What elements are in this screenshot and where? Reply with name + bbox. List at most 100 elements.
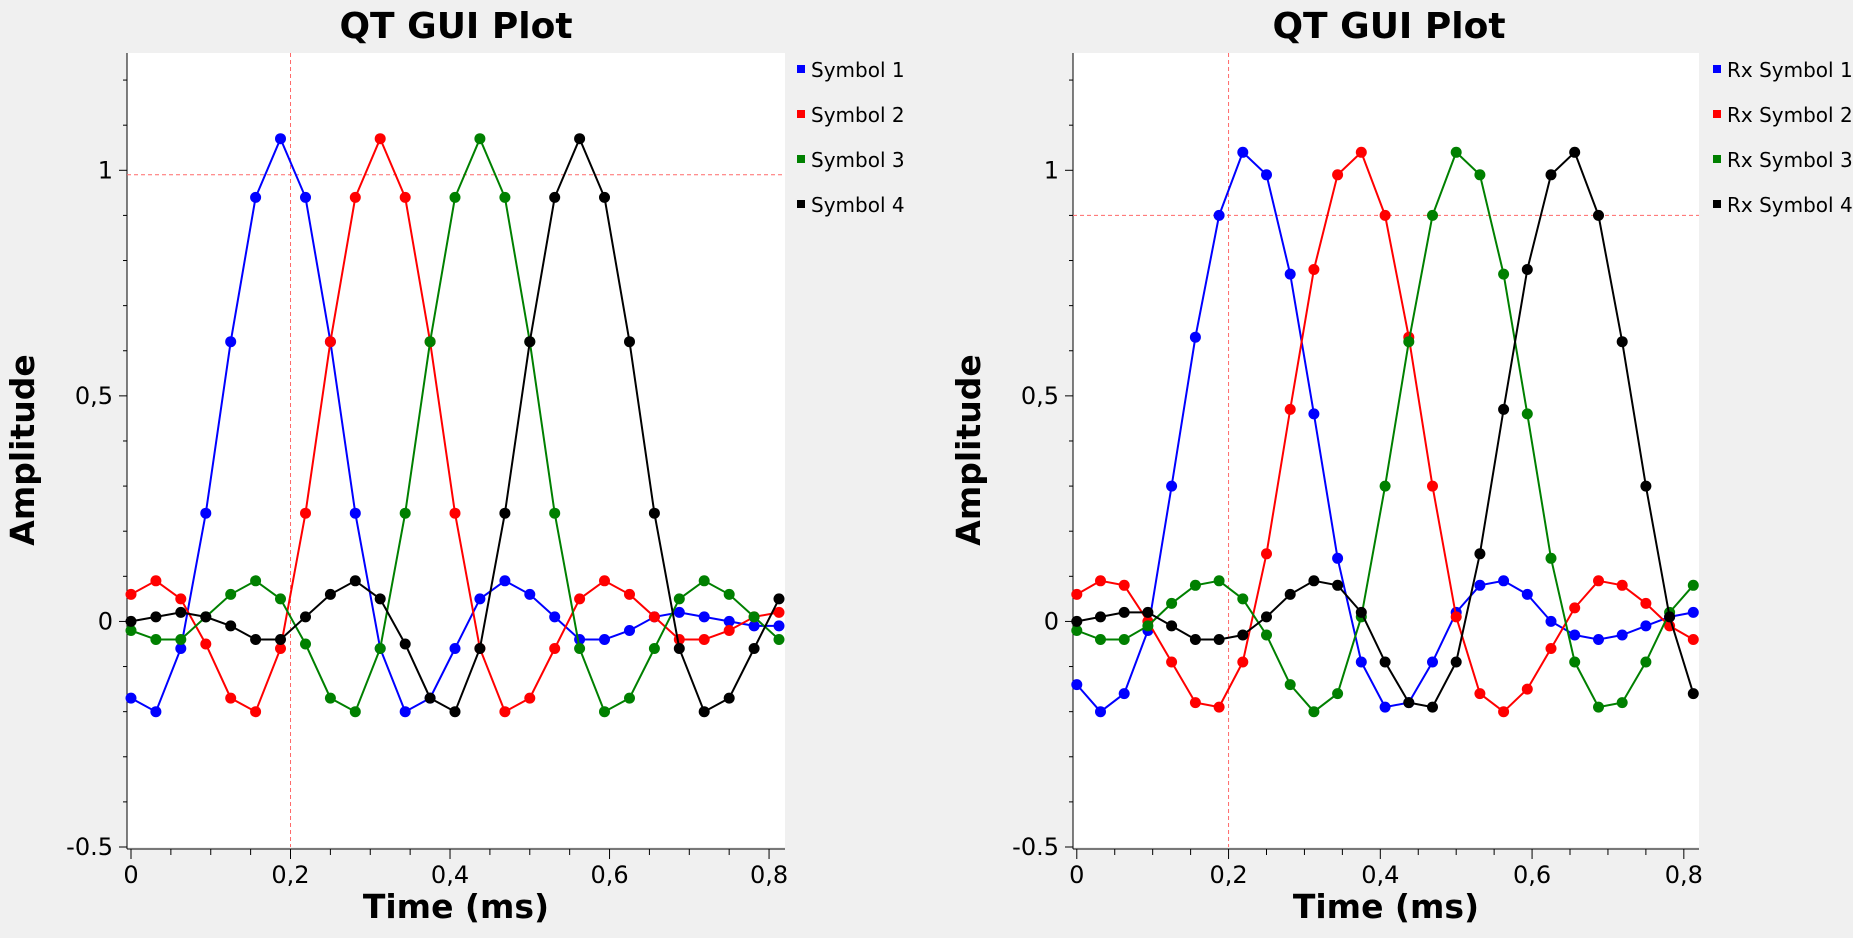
data-point bbox=[1379, 701, 1391, 713]
data-point bbox=[1308, 264, 1320, 275]
data-point bbox=[275, 593, 286, 605]
legend-swatch bbox=[1713, 65, 1721, 73]
x-tick-label: 0,8 bbox=[750, 861, 788, 889]
legend-label: Symbol 3 bbox=[811, 148, 905, 172]
data-point bbox=[1403, 336, 1415, 348]
data-point bbox=[449, 643, 461, 654]
data-point bbox=[1118, 688, 1130, 700]
data-point bbox=[225, 620, 237, 632]
y-tick-label: -0.5 bbox=[1012, 833, 1059, 861]
data-point bbox=[1640, 597, 1652, 609]
data-point bbox=[1545, 169, 1557, 181]
data-point bbox=[1071, 679, 1083, 691]
legend-item-2[interactable]: Rx Symbol 2 bbox=[1713, 103, 1853, 127]
data-point bbox=[698, 611, 710, 623]
data-point bbox=[1498, 403, 1510, 415]
data-point bbox=[1213, 701, 1225, 713]
data-point bbox=[1687, 579, 1699, 591]
data-point bbox=[624, 588, 635, 600]
x-tick-label: 0,4 bbox=[431, 861, 469, 889]
data-point bbox=[1142, 620, 1154, 632]
data-point bbox=[1284, 403, 1296, 415]
data-point bbox=[1189, 634, 1201, 645]
data-point bbox=[1237, 593, 1249, 605]
data-point bbox=[1261, 169, 1272, 181]
y-tick-label: 1 bbox=[98, 156, 113, 184]
data-point bbox=[1640, 656, 1652, 668]
data-point bbox=[1166, 597, 1178, 609]
legend-item-4[interactable]: Symbol 4 bbox=[797, 193, 905, 217]
data-point bbox=[1355, 606, 1367, 618]
data-point bbox=[1237, 146, 1249, 158]
data-point bbox=[648, 507, 660, 519]
data-point bbox=[1261, 611, 1272, 623]
legend-label: Rx Symbol 4 bbox=[1727, 193, 1853, 217]
data-point bbox=[673, 643, 685, 654]
data-point bbox=[748, 620, 760, 632]
data-point bbox=[175, 593, 187, 605]
legend-label: Rx Symbol 2 bbox=[1727, 103, 1853, 127]
legend-swatch bbox=[797, 110, 805, 118]
data-point bbox=[748, 611, 760, 623]
data-point bbox=[175, 643, 187, 654]
data-point bbox=[225, 692, 237, 704]
data-point bbox=[300, 611, 311, 623]
data-point bbox=[1640, 480, 1652, 492]
legend-item-2[interactable]: Symbol 2 bbox=[797, 103, 905, 127]
data-point bbox=[499, 706, 511, 718]
data-point bbox=[1427, 480, 1438, 492]
legend-swatch bbox=[797, 65, 805, 73]
legend-item-4[interactable]: Rx Symbol 4 bbox=[1713, 193, 1853, 217]
data-point bbox=[1593, 634, 1604, 645]
data-point bbox=[474, 133, 486, 145]
data-point bbox=[250, 191, 262, 203]
y-axis-label: Amplitude bbox=[949, 354, 988, 545]
data-point bbox=[1687, 606, 1699, 618]
data-point bbox=[1237, 629, 1249, 641]
legend-swatch bbox=[797, 155, 805, 163]
data-point bbox=[349, 191, 361, 203]
legend-item-3[interactable]: Rx Symbol 3 bbox=[1713, 148, 1853, 172]
data-point bbox=[349, 575, 361, 587]
data-point bbox=[200, 638, 212, 650]
data-point bbox=[574, 133, 586, 145]
data-point bbox=[574, 643, 586, 654]
legend-swatch bbox=[797, 200, 805, 208]
legend-item-1[interactable]: Rx Symbol 1 bbox=[1713, 58, 1853, 82]
legend-item-3[interactable]: Symbol 3 bbox=[797, 148, 905, 172]
plot-area[interactable] bbox=[127, 53, 785, 847]
data-point bbox=[250, 634, 262, 645]
data-point bbox=[1332, 552, 1344, 564]
x-tick-label: 0 bbox=[1069, 861, 1084, 889]
data-point bbox=[1593, 701, 1604, 713]
plot-area[interactable] bbox=[1073, 53, 1699, 847]
data-point bbox=[1498, 575, 1510, 587]
data-point bbox=[374, 593, 386, 605]
data-point bbox=[1521, 264, 1533, 275]
data-point bbox=[399, 638, 411, 650]
data-point bbox=[549, 507, 561, 519]
data-point bbox=[175, 634, 187, 645]
legend-label: Symbol 2 bbox=[811, 103, 905, 127]
data-point bbox=[524, 336, 536, 348]
data-point bbox=[1379, 209, 1391, 221]
data-point bbox=[1521, 588, 1533, 600]
data-point bbox=[1521, 683, 1533, 695]
data-point bbox=[648, 643, 660, 654]
data-point bbox=[225, 588, 237, 600]
data-point bbox=[1545, 615, 1557, 627]
data-point bbox=[449, 706, 461, 718]
data-point bbox=[1095, 611, 1106, 623]
data-point bbox=[399, 507, 411, 519]
data-point bbox=[673, 606, 685, 618]
data-point bbox=[698, 706, 710, 718]
chart-title: QT GUI Plot bbox=[1272, 6, 1505, 47]
data-point bbox=[424, 336, 436, 348]
x-tick-label: 0 bbox=[123, 861, 138, 889]
legend-swatch bbox=[1713, 155, 1721, 163]
legend-item-1[interactable]: Symbol 1 bbox=[797, 58, 905, 82]
data-point bbox=[599, 191, 610, 203]
data-point bbox=[125, 615, 137, 627]
